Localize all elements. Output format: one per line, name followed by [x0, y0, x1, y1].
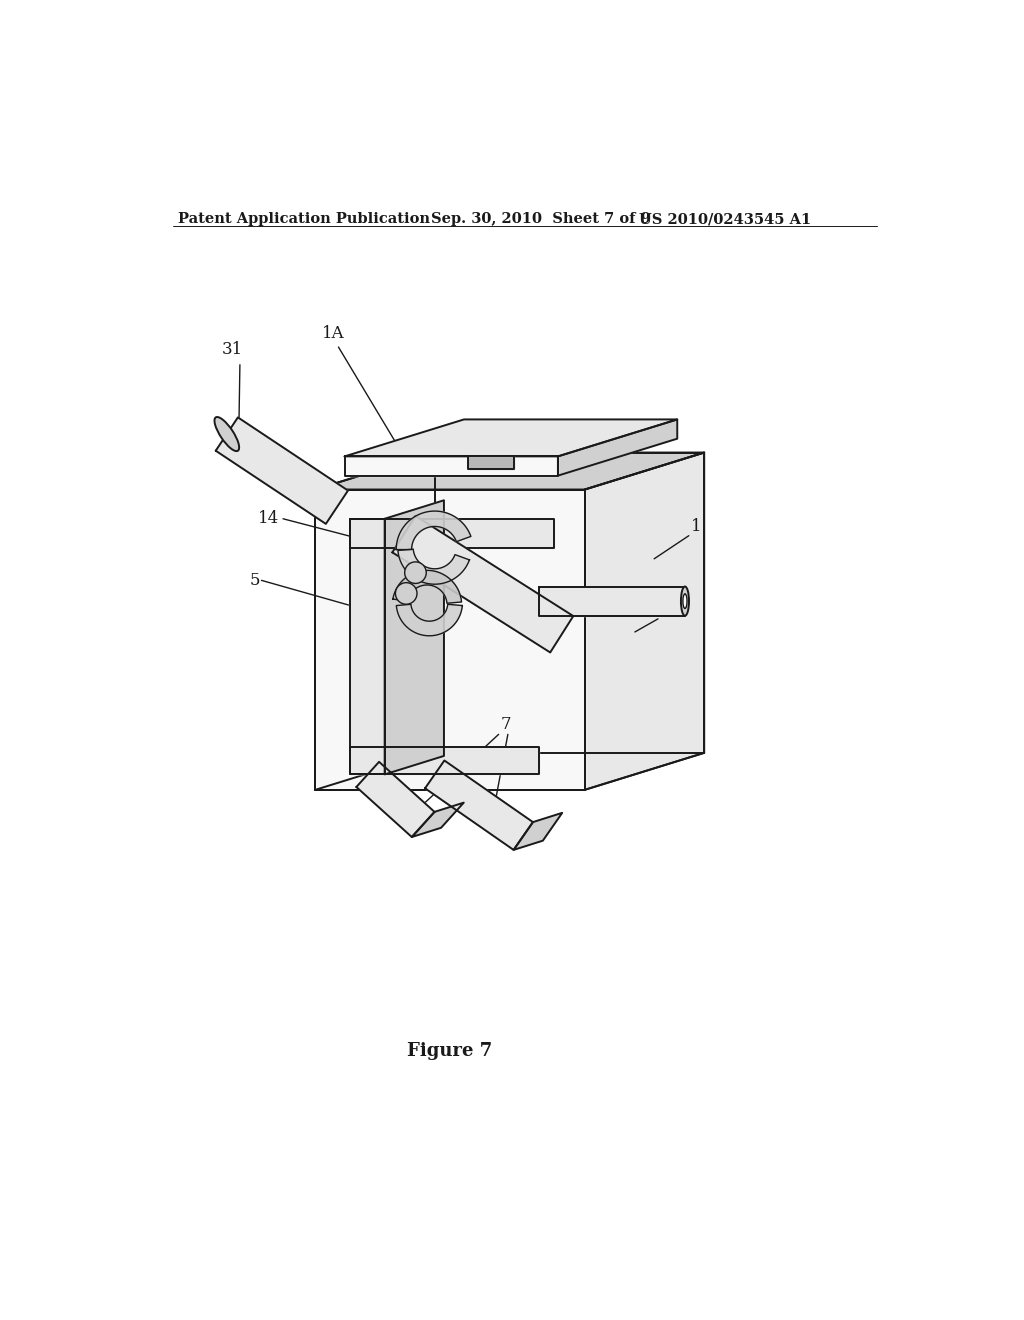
- Circle shape: [404, 562, 426, 583]
- Polygon shape: [539, 586, 685, 615]
- Ellipse shape: [683, 594, 687, 609]
- Circle shape: [395, 582, 417, 605]
- Polygon shape: [356, 762, 434, 837]
- Polygon shape: [393, 570, 462, 603]
- Ellipse shape: [681, 586, 689, 616]
- Text: Sep. 30, 2010  Sheet 7 of 9: Sep. 30, 2010 Sheet 7 of 9: [431, 213, 650, 226]
- Polygon shape: [345, 420, 677, 457]
- Polygon shape: [396, 605, 462, 636]
- Polygon shape: [468, 457, 514, 469]
- Polygon shape: [350, 747, 539, 775]
- Ellipse shape: [214, 417, 240, 451]
- Polygon shape: [558, 420, 677, 475]
- Text: Figure 7: Figure 7: [408, 1043, 493, 1060]
- Polygon shape: [315, 453, 705, 490]
- Polygon shape: [350, 519, 554, 548]
- Polygon shape: [315, 490, 585, 789]
- Polygon shape: [392, 516, 573, 652]
- Polygon shape: [216, 417, 348, 524]
- Text: 1: 1: [691, 517, 701, 535]
- Text: Patent Application Publication: Patent Application Publication: [178, 213, 430, 226]
- Polygon shape: [585, 453, 705, 789]
- Polygon shape: [398, 549, 469, 585]
- Text: 14: 14: [258, 511, 279, 527]
- Text: 31: 31: [221, 341, 243, 358]
- Polygon shape: [396, 511, 471, 549]
- Polygon shape: [385, 500, 444, 775]
- Text: 32: 32: [660, 603, 682, 619]
- Polygon shape: [412, 803, 464, 837]
- Polygon shape: [514, 813, 562, 850]
- Text: 1A: 1A: [322, 326, 344, 342]
- Text: 7: 7: [501, 715, 512, 733]
- Polygon shape: [350, 519, 385, 775]
- Text: 5: 5: [250, 572, 260, 589]
- Polygon shape: [345, 457, 558, 475]
- Polygon shape: [425, 760, 532, 850]
- Text: US 2010/0243545 A1: US 2010/0243545 A1: [639, 213, 811, 226]
